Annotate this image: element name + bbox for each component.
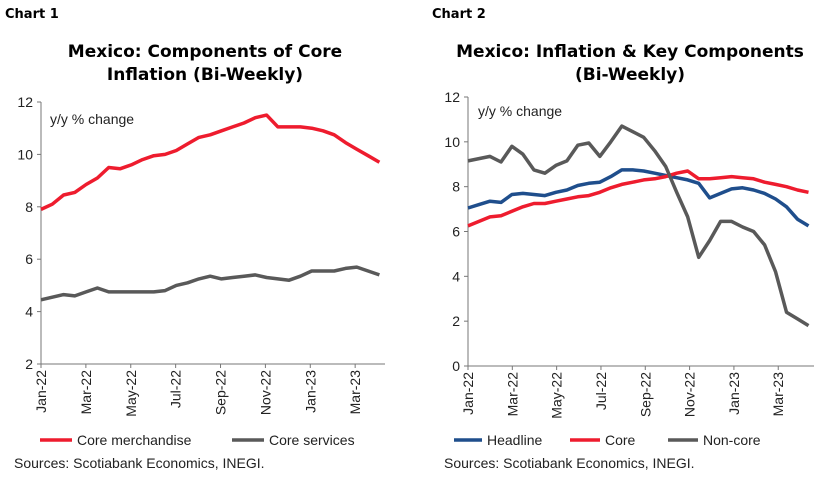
units-annotation: y/y % change [50,111,134,127]
x-tick-label: Mar-22 [78,370,94,415]
y-tick-label: 8 [25,199,33,215]
x-tick-label: Sep-22 [637,372,653,417]
x-tick-label: May-22 [549,372,565,419]
x-tick-label: Mar-23 [347,370,363,415]
chart-title-line: Mexico: Components of Core [68,42,342,62]
y-tick-label: 4 [25,304,33,320]
series-line-headline [467,168,810,228]
y-tick-label: 10 [17,146,33,162]
x-tick-label: Jul-22 [168,370,184,408]
y-tick-label: 10 [444,134,460,150]
y-tick-label: 6 [452,224,460,240]
chart-2: Chart 2 Mexico: Inflation & Key Component… [432,7,814,471]
y-tick-label: 12 [444,89,460,105]
chart-title-line: (Bi-Weekly) [575,65,685,85]
source-note: Sources: Scotiabank Economics, INEGI. [14,455,265,471]
chart-label: Chart 1 [5,7,59,22]
legend-label: Core merchandise [77,432,192,448]
chart-label: Chart 2 [432,7,486,22]
x-tick-label: Jan-23 [302,370,318,413]
x-tick-label: Nov-22 [257,370,273,415]
y-tick-label: 2 [452,313,460,329]
chart-title-line: Inflation (Bi-Weekly) [107,65,303,85]
y-tick-label: 2 [25,356,33,372]
units-annotation: y/y % change [478,103,562,119]
chart-1: Chart 1 Mexico: Components of Core Inflati… [5,7,385,471]
legend-label: Non-core [703,432,761,448]
y-tick-label: 8 [452,179,460,195]
legend-label: Headline [487,432,542,448]
y-tick-label: 0 [452,358,460,374]
x-tick-label: Jan-23 [726,372,742,415]
series-line-non-core [467,124,810,328]
series-line-core [467,169,809,228]
x-tick-label: Jan-22 [460,372,476,415]
x-tick-label: Nov-22 [682,372,698,417]
y-tick-label: 6 [25,251,33,267]
y-tick-label: 12 [17,94,33,110]
legend-label: Core services [269,432,355,448]
x-tick-label: Jul-22 [593,372,609,410]
x-tick-label: Jan-22 [33,370,49,413]
series-line-core-services [40,265,380,302]
x-tick-label: May-22 [123,370,139,417]
y-tick-label: 4 [452,268,460,284]
source-note: Sources: Scotiabank Economics, INEGI. [444,455,695,471]
series-line-core-merchandise [40,113,381,211]
x-tick-label: Mar-23 [770,372,786,417]
legend-label: Core [605,432,636,448]
x-tick-label: Sep-22 [213,370,229,415]
x-tick-label: Mar-22 [504,372,520,417]
chart-title-line: Mexico: Inflation & Key Components [456,42,804,62]
